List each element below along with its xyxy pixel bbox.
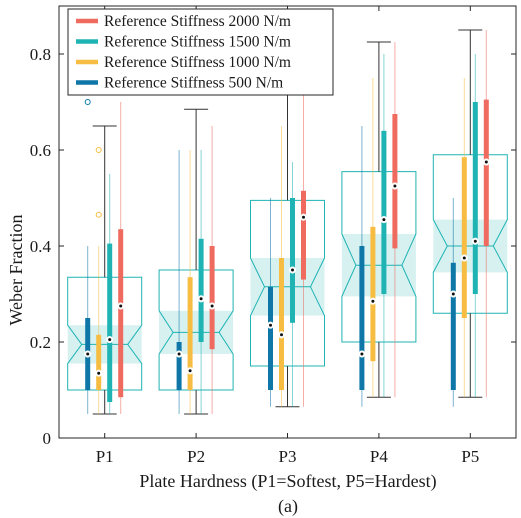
iqr-bar-1500 [381, 130, 387, 294]
overall-box-P1 [67, 125, 143, 415]
median-dot-1000 [280, 333, 283, 337]
legend-item-1000: Reference Stiffness 1000 N/m [76, 54, 291, 71]
iqr-bar-2000 [483, 99, 489, 246]
overall-box-outline [67, 276, 143, 391]
median-dot-1000 [188, 369, 192, 373]
outlier-1000 [95, 147, 102, 153]
median-dot-2000 [302, 215, 305, 219]
box-1500-P3 [288, 162, 297, 407]
legend-label: Reference Stiffness 2000 N/m [104, 13, 291, 30]
legend-item-2000: Reference Stiffness 2000 N/m [76, 13, 291, 30]
iqr-bar-500 [359, 246, 365, 390]
series-box-layer [84, 30, 490, 414]
y-tick-label: 0.4 [30, 237, 52, 256]
box-2000-P2 [208, 82, 216, 414]
y-tick-label: 0.2 [30, 333, 51, 352]
box-500-P2 [175, 82, 183, 414]
iqr-bar-500 [450, 262, 456, 390]
overall-box-outline [158, 269, 234, 391]
box-2000-P4 [391, 42, 399, 398]
iqr-bar-1000 [187, 277, 193, 390]
box-1500-P1 [106, 174, 114, 414]
x-tick-label: P3 [279, 447, 297, 466]
overall-box-P3 [250, 65, 325, 408]
legend-item-1500: Reference Stiffness 1500 N/m [76, 34, 291, 51]
y-axis-label: Weber Fraction [6, 214, 26, 325]
box-1000-P1 [95, 147, 103, 414]
iqr-bar-1000 [96, 334, 102, 390]
median-dot-500 [269, 323, 272, 327]
y-tick-label: 0.8 [30, 45, 51, 64]
iqr-bar-2000 [118, 229, 124, 398]
iqr-bar-1000 [279, 258, 284, 390]
figure-caption: (a) [278, 496, 298, 517]
overall-box-P2 [158, 108, 234, 415]
legend-label: Reference Stiffness 1500 N/m [104, 34, 291, 51]
median-dot-1500 [473, 239, 477, 243]
iqr-bar-1000 [461, 157, 467, 318]
median-dot-1500 [199, 297, 203, 301]
x-tick-label: P2 [187, 447, 205, 466]
median-dot-1000 [97, 371, 101, 375]
box-1500-P5 [471, 54, 479, 398]
outlier-500 [84, 99, 91, 105]
legend-label: Reference Stiffness 500 N/m [104, 75, 283, 92]
x-tick-label: P4 [370, 447, 388, 466]
iqr-bar-1000 [370, 226, 376, 362]
iqr-bar-1500 [107, 243, 113, 402]
iqr-bar-2000 [392, 114, 398, 249]
legend-box [67, 8, 334, 96]
box-1000-P3 [277, 126, 286, 407]
overall-box-outline [250, 199, 325, 367]
median-dot-2000 [119, 304, 123, 308]
overall-box-P5 [432, 29, 508, 398]
overall-box-P4 [341, 41, 417, 398]
iqr-bar-2000 [301, 190, 306, 280]
median-dot-1000 [371, 299, 375, 303]
legend-label: Reference Stiffness 1000 N/m [104, 54, 291, 71]
outlier-1000 [95, 211, 102, 218]
median-dot-2000 [210, 304, 214, 308]
box-1000-P2 [186, 150, 194, 414]
box-500-P4 [358, 126, 366, 407]
box-2000-P1 [117, 102, 125, 414]
box-500-P1 [84, 99, 92, 414]
median-dot-1000 [462, 256, 466, 260]
overall-box-layer [67, 29, 508, 415]
x-axis-label: Plate Hardness (P1=Softest, P5=Hardest) [139, 471, 436, 492]
median-dot-500 [451, 292, 455, 296]
box-500-P5 [449, 198, 457, 407]
legend-item-500: Reference Stiffness 500 N/m [76, 75, 283, 92]
median-dot-1500 [291, 268, 294, 272]
iqr-bar-500 [268, 286, 273, 390]
box-1000-P5 [460, 78, 468, 398]
median-dot-500 [86, 352, 90, 356]
iqr-bar-1500 [198, 238, 204, 342]
x-tick-label: P5 [461, 447, 479, 466]
median-dot-500 [177, 352, 181, 356]
median-dot-1500 [108, 338, 112, 342]
box-1500-P4 [380, 54, 388, 398]
box-2000-P5 [482, 30, 490, 398]
box-1500-P2 [197, 150, 205, 414]
legend: Reference Stiffness 2000 N/m Reference St… [67, 8, 334, 96]
y-tick-label: 0.6 [30, 141, 51, 160]
median-dot-500 [360, 352, 364, 356]
median-dot-1500 [382, 218, 386, 222]
x-tick-label: P1 [96, 447, 114, 466]
median-dot-2000 [484, 160, 488, 164]
y-tick-label: 0 [43, 429, 52, 448]
axes-layer: 0 0.2 0.4 0.6 0.8 P1 P2 P3 P4 P5 [30, 5, 517, 466]
overall-box-outline [432, 154, 508, 314]
median-dot-2000 [393, 184, 397, 188]
overall-box-outline [341, 171, 417, 343]
box-1000-P4 [369, 78, 377, 398]
iqr-bar-2000 [209, 246, 215, 350]
iqr-bar-1500 [472, 102, 478, 294]
iqr-bar-500 [176, 342, 182, 390]
box-500-P3 [266, 198, 275, 407]
iqr-bar-1500 [290, 198, 295, 323]
